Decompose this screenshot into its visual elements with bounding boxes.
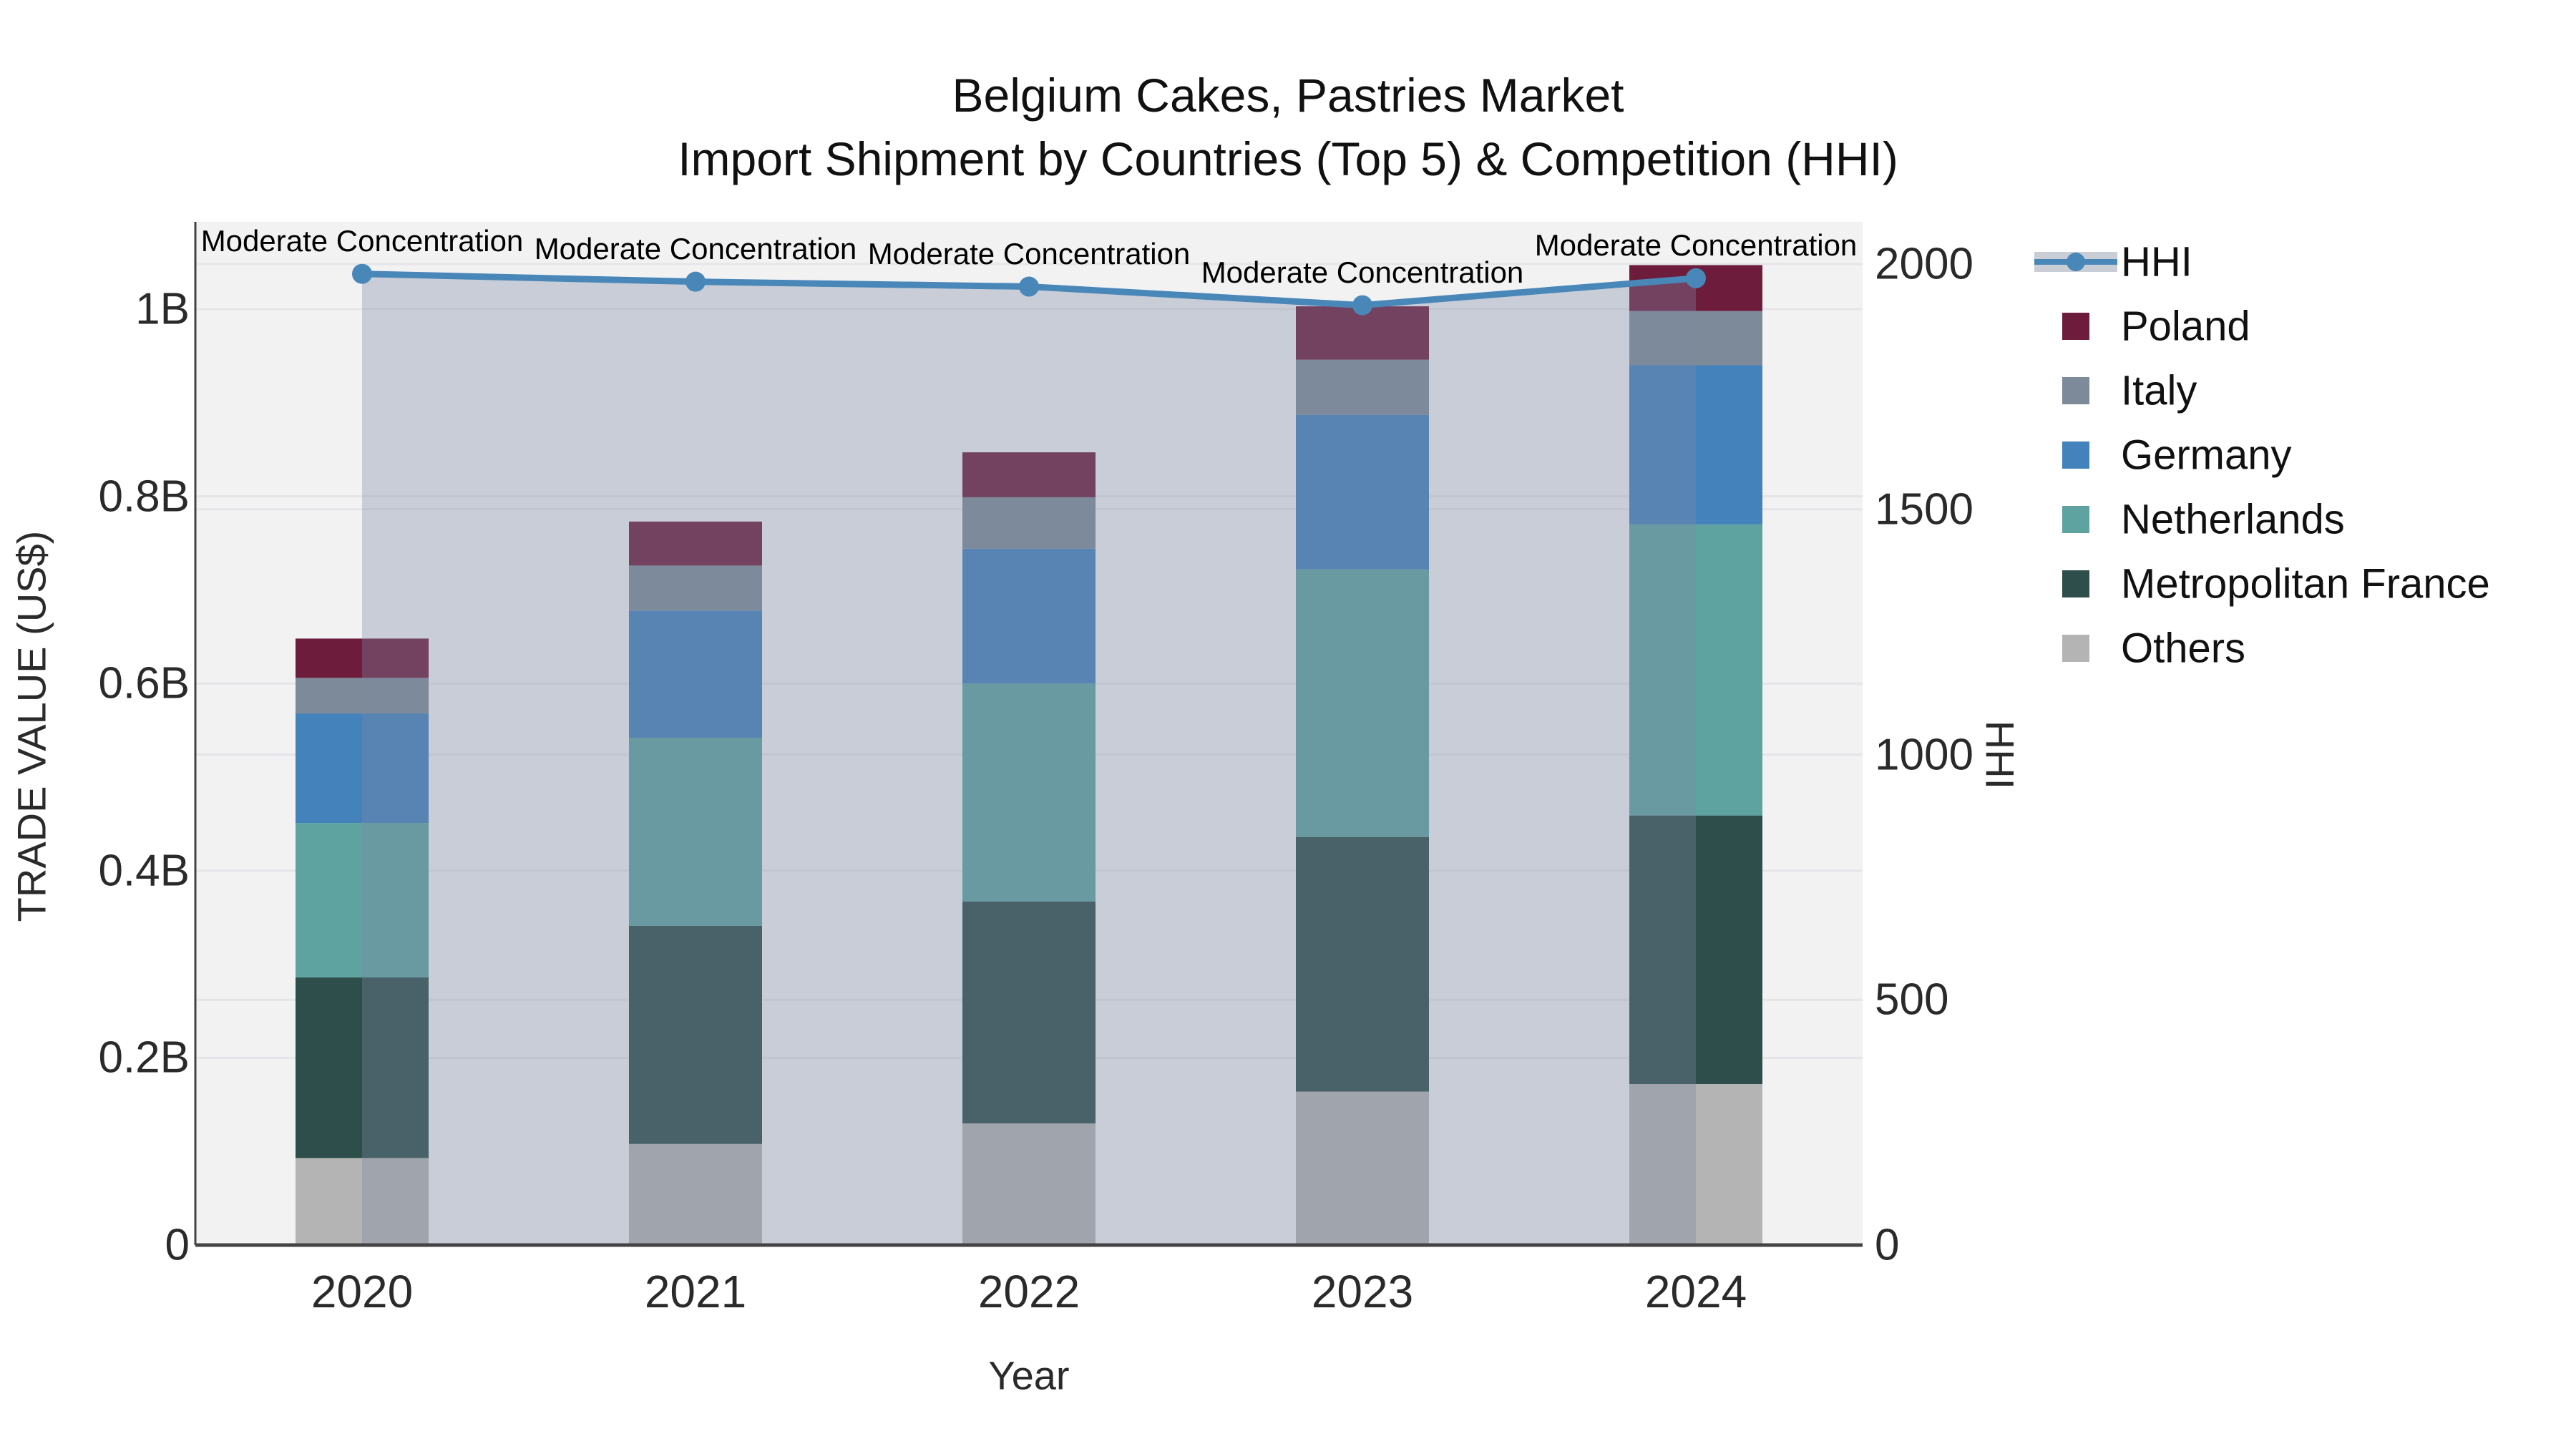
bar-segment-2022-germany	[962, 548, 1096, 684]
legend-label-hhi[interactable]: HHI	[2121, 238, 2192, 286]
bar-segment-2020-others	[296, 1158, 429, 1245]
bar-segment-2022-others	[962, 1123, 1096, 1245]
bar-segment-2024-italy	[1629, 311, 1762, 366]
bar-segment-2024-germany	[1629, 365, 1762, 525]
hhi-marker-2021	[686, 271, 706, 292]
bar-segment-2022-netherlands	[962, 683, 1096, 902]
bar-segment-2024-netherlands	[1629, 524, 1762, 816]
hhi-marker-2024	[1686, 268, 1706, 288]
bar-segment-2022-italy	[962, 497, 1096, 549]
bar-segment-2023-others	[1296, 1091, 1429, 1245]
bar-segment-2022-metropolitan-france	[962, 901, 1096, 1123]
legend-hhi-marker-icon[interactable]	[2067, 253, 2085, 271]
right-tick-1000: 1000	[1875, 730, 1974, 779]
legend-label-italy[interactable]: Italy	[2121, 367, 2197, 414]
right-axis-title: HHI	[1977, 720, 2023, 790]
hhi-marker-2020	[352, 263, 372, 284]
bar-segment-2021-others	[629, 1143, 762, 1245]
left-tick-0.4B: 0.4B	[98, 846, 190, 896]
x-tick-2020: 2020	[311, 1266, 414, 1317]
bar-segment-2022-poland	[962, 452, 1096, 497]
legend-swatch-netherlands[interactable]	[2062, 506, 2089, 533]
x-tick-2024: 2024	[1644, 1266, 1747, 1317]
right-tick-500: 500	[1875, 975, 1949, 1025]
x-tick-2022: 2022	[977, 1266, 1080, 1317]
bar-segment-2020-germany	[296, 713, 429, 824]
bar-segment-2024-others	[1629, 1084, 1762, 1245]
left-axis-title: TRADE VALUE (US$)	[9, 530, 54, 922]
bar-segment-2024-metropolitan-france	[1629, 815, 1762, 1085]
chart-title-line1: Belgium Cakes, Pastries Market	[952, 69, 1624, 122]
legend-swatch-poland[interactable]	[2062, 313, 2089, 340]
bar-segment-2021-poland	[629, 521, 762, 566]
legend-label-germany[interactable]: Germany	[2121, 431, 2292, 479]
bar-segment-2021-netherlands	[629, 738, 762, 926]
left-tick-1B: 1B	[135, 284, 190, 334]
right-tick-0: 0	[1875, 1220, 1900, 1270]
hhi-area-fill	[362, 273, 1696, 1246]
annotation-2022: Moderate Concentration	[867, 236, 1191, 270]
left-tick-0.8B: 0.8B	[98, 472, 190, 522]
x-tick-2021: 2021	[644, 1266, 747, 1317]
annotation-2023: Moderate Concentration	[1201, 255, 1524, 289]
legend-label-metropolitan-france[interactable]: Metropolitan France	[2121, 560, 2490, 608]
left-tick-0.6B: 0.6B	[98, 658, 190, 708]
legend-swatch-germany[interactable]	[2062, 441, 2089, 469]
bar-segment-2020-netherlands	[296, 823, 429, 977]
hhi-marker-2022	[1019, 276, 1039, 297]
bar-segment-2020-metropolitan-france	[296, 977, 429, 1158]
bar-segment-2023-italy	[1296, 359, 1429, 415]
bar-segment-2023-germany	[1296, 414, 1429, 570]
bar-segment-2023-metropolitan-france	[1296, 836, 1429, 1092]
legend-label-netherlands[interactable]: Netherlands	[2121, 496, 2345, 543]
left-tick-0.2B: 0.2B	[98, 1033, 190, 1083]
x-axis-title: Year	[988, 1352, 1070, 1398]
annotation-2024: Moderate Concentration	[1534, 228, 1858, 262]
bar-segment-2021-germany	[629, 610, 762, 738]
annotation-2021: Moderate Concentration	[534, 231, 857, 265]
right-tick-2000: 2000	[1875, 239, 1974, 289]
annotation-2020: Moderate Concentration	[200, 223, 524, 258]
x-tick-2023: 2023	[1311, 1266, 1414, 1317]
hhi-marker-2023	[1352, 295, 1372, 316]
legend-swatch-metropolitan-france[interactable]	[2062, 570, 2089, 597]
legend-swatch-italy[interactable]	[2062, 377, 2089, 404]
legend-label-others[interactable]: Others	[2121, 625, 2246, 672]
right-tick-1500: 1500	[1875, 484, 1974, 535]
chart-title-line2: Import Shipment by Countries (Top 5) & C…	[678, 132, 1898, 185]
bar-segment-2020-poland	[296, 638, 429, 678]
legend-swatch-others[interactable]	[2062, 635, 2089, 662]
bar-segment-2021-metropolitan-france	[629, 925, 762, 1144]
legend-label-poland[interactable]: Poland	[2121, 303, 2250, 350]
bar-segment-2020-italy	[296, 678, 429, 714]
left-tick-0: 0	[165, 1220, 190, 1270]
bar-segment-2023-netherlands	[1296, 569, 1429, 837]
bar-segment-2021-italy	[629, 565, 762, 611]
